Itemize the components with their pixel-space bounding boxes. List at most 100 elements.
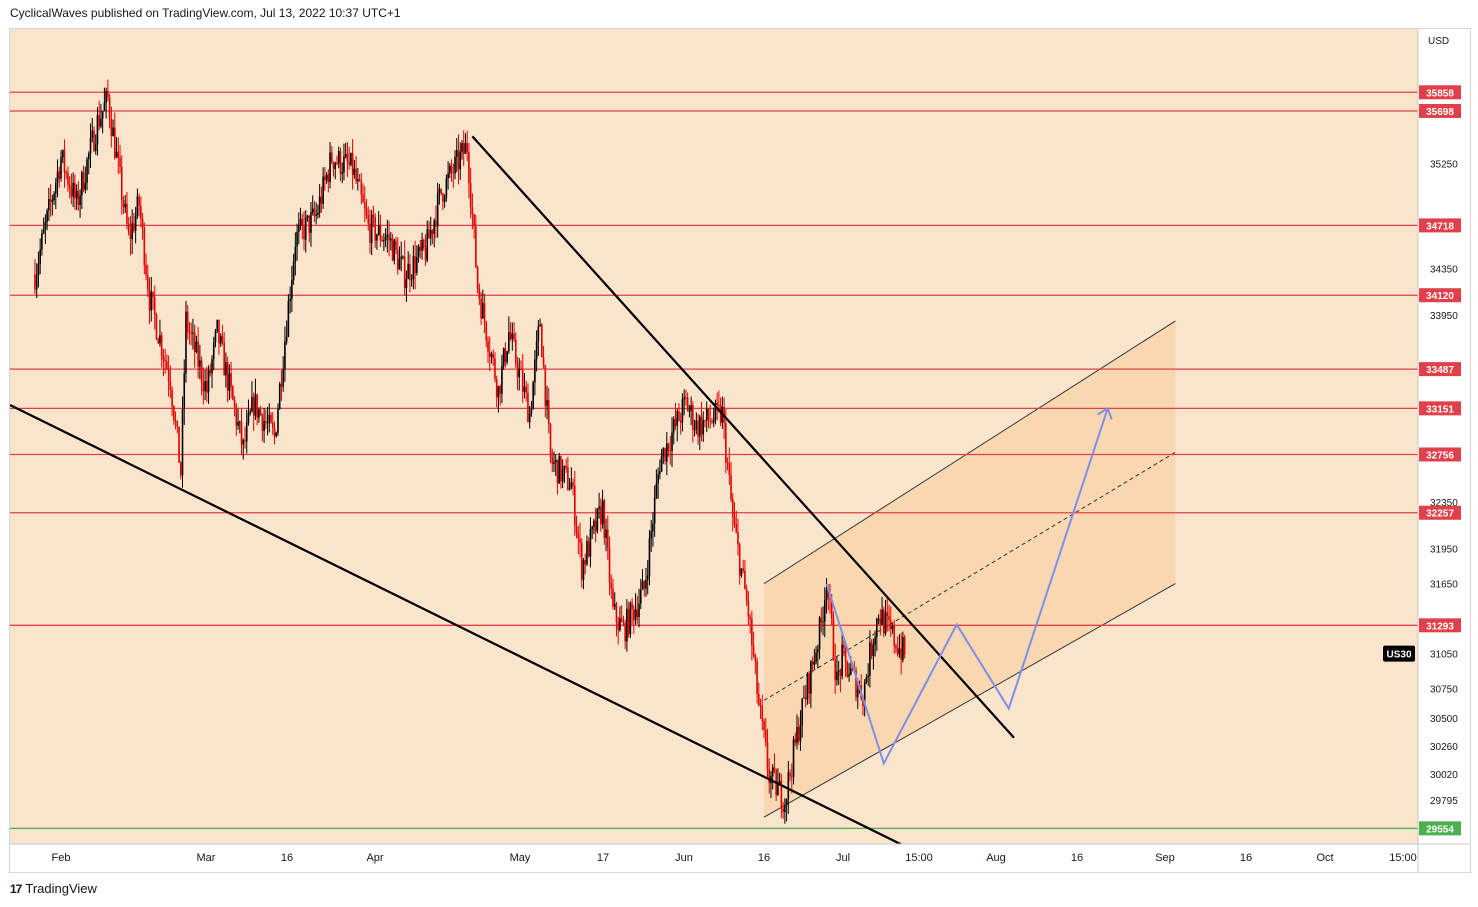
level-price-text: 34718 xyxy=(1426,221,1454,232)
candle-body xyxy=(96,115,99,145)
candle-body xyxy=(867,675,869,678)
candle-body xyxy=(572,482,574,486)
channel-lower-line[interactable] xyxy=(763,583,1176,818)
candle-body xyxy=(291,279,293,299)
candle-body xyxy=(532,382,534,410)
candle-body xyxy=(256,394,258,418)
candle-body xyxy=(183,373,186,410)
candle-body xyxy=(612,588,614,607)
candle-body xyxy=(879,618,882,625)
candle-body xyxy=(499,386,501,394)
candle-body xyxy=(155,314,158,339)
candle-body xyxy=(492,354,495,359)
y-tick-label: 33950 xyxy=(1430,311,1458,322)
candle-body xyxy=(759,705,762,707)
level-price-tag: 31293 xyxy=(1419,618,1461,633)
candle-body xyxy=(827,589,830,598)
candle-body xyxy=(464,143,467,154)
candle-body xyxy=(216,319,219,331)
candle-body xyxy=(617,622,620,631)
level-price-tag: 32756 xyxy=(1419,447,1461,462)
descending-trendline[interactable] xyxy=(471,135,1015,739)
candle-body xyxy=(34,274,36,290)
candle-body xyxy=(442,193,444,202)
candle-body xyxy=(223,342,225,376)
candle-body xyxy=(77,190,80,205)
candle-body xyxy=(440,188,442,194)
candle-body xyxy=(110,119,113,136)
candle-body xyxy=(497,386,500,398)
candle-body xyxy=(275,432,278,437)
candle-body xyxy=(450,165,453,173)
candle-body xyxy=(466,143,468,152)
candle-body xyxy=(537,326,540,342)
candle-body xyxy=(114,127,116,158)
candle-body xyxy=(586,541,588,565)
candle-body xyxy=(306,215,309,218)
candle-body xyxy=(252,396,255,416)
candle-body xyxy=(685,397,687,399)
candle-body xyxy=(539,324,541,327)
candle-body xyxy=(325,174,328,181)
candle-body xyxy=(606,529,609,548)
candle-body xyxy=(390,238,392,241)
x-tick-label: Sep xyxy=(1155,852,1175,864)
candle-body xyxy=(478,288,481,299)
candle-body xyxy=(594,520,597,532)
candle-body xyxy=(483,303,486,323)
candle-body xyxy=(544,365,547,406)
candle-body xyxy=(551,457,554,464)
candle-body xyxy=(502,348,505,366)
candle-body xyxy=(244,440,246,442)
candle-body xyxy=(449,165,451,174)
candle-body xyxy=(37,263,40,276)
candle-body xyxy=(843,644,845,649)
candle-body xyxy=(202,382,205,392)
x-tick-label: 16 xyxy=(1240,852,1252,864)
level-price-text: 34120 xyxy=(1426,291,1454,302)
candle-body xyxy=(115,151,118,158)
support-price-tag: 29554 xyxy=(1419,821,1461,836)
candle-body xyxy=(134,215,137,231)
candle-body xyxy=(400,256,403,259)
candle-body xyxy=(341,172,344,174)
ticker-badge[interactable]: US30 xyxy=(1383,645,1415,662)
candle-body xyxy=(206,381,208,393)
candle-body xyxy=(808,674,810,694)
candle-body xyxy=(777,783,779,796)
lower-wedge-trendline[interactable] xyxy=(10,403,910,849)
candle-body xyxy=(68,184,71,189)
candle-body xyxy=(751,618,753,646)
channel-mid-dashed-line[interactable] xyxy=(763,451,1176,701)
candle-body xyxy=(108,97,111,120)
candle-body xyxy=(372,214,375,218)
candle-body xyxy=(527,392,529,423)
channel-upper-line[interactable] xyxy=(763,320,1176,585)
candle-body xyxy=(664,448,666,462)
candle-body xyxy=(580,542,583,580)
candle-body xyxy=(292,261,295,280)
candle-body xyxy=(761,706,764,721)
x-tick-label: 15:00 xyxy=(1389,852,1417,864)
x-tick-label: May xyxy=(510,852,531,864)
candle-body xyxy=(636,609,639,617)
candle-body xyxy=(334,163,337,169)
candle-body xyxy=(662,448,665,457)
candle-body xyxy=(693,429,696,431)
candles-group xyxy=(34,79,906,824)
y-tick-label: 30020 xyxy=(1430,770,1458,781)
candle-body xyxy=(813,661,816,665)
footer-brand: TradingView xyxy=(25,881,97,896)
candle-body xyxy=(105,90,107,103)
candle-body xyxy=(455,150,458,157)
candle-body xyxy=(164,359,166,362)
projection-path[interactable] xyxy=(825,408,1109,767)
candle-body xyxy=(429,230,432,239)
candle-body xyxy=(148,290,151,311)
candle-body xyxy=(771,767,774,777)
candle-body xyxy=(75,190,78,199)
candle-body xyxy=(780,780,783,809)
candle-body xyxy=(117,151,120,158)
level-price-tag: 35698 xyxy=(1419,103,1461,118)
